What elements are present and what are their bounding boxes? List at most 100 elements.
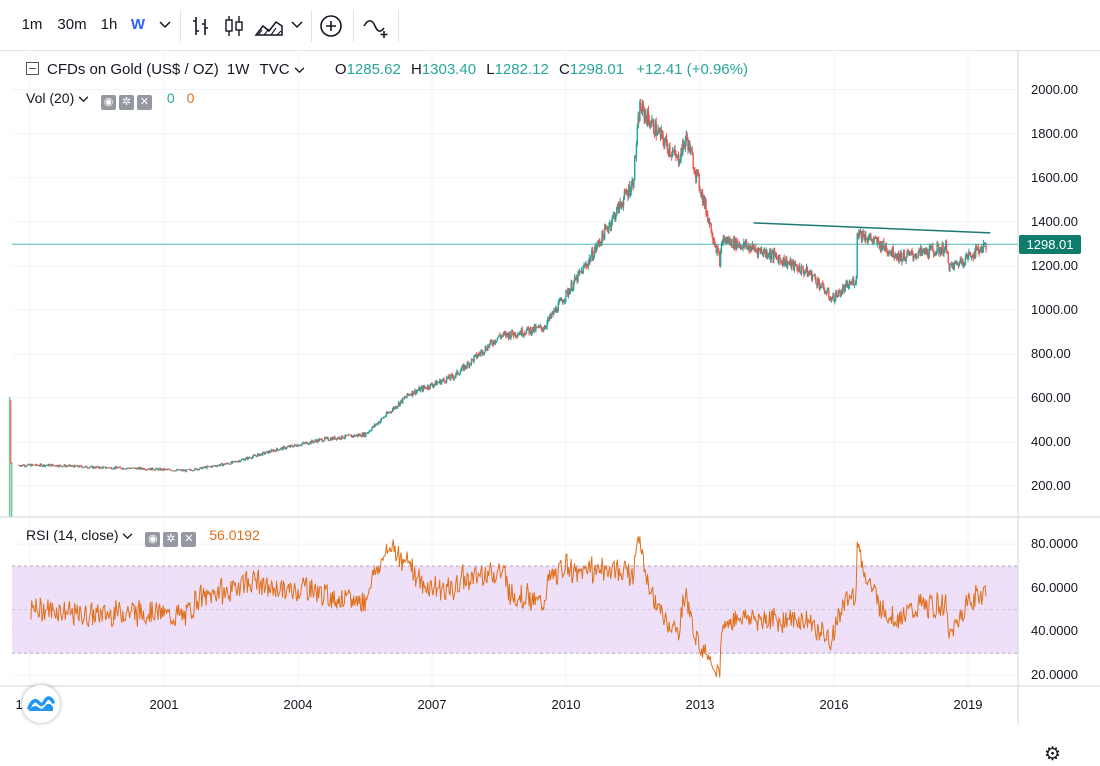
- candle: [713, 237, 715, 244]
- tradingview-logo[interactable]: [22, 685, 60, 723]
- candle: [482, 352, 485, 356]
- candle: [933, 252, 936, 256]
- settings-icon[interactable]: ✲: [119, 95, 135, 110]
- candle: [531, 326, 534, 335]
- candle: [93, 466, 96, 469]
- candle: [807, 271, 809, 278]
- candle: [378, 421, 381, 423]
- volume-title[interactable]: Vol (20): [26, 90, 75, 106]
- candle: [526, 326, 529, 331]
- symbol-name[interactable]: CFDs on Gold (US$ / OZ): [47, 61, 219, 78]
- candle: [922, 248, 925, 253]
- candle: [88, 467, 90, 469]
- candle: [186, 469, 188, 471]
- interval-1m-button[interactable]: 1m: [21, 16, 43, 33]
- candle: [912, 251, 914, 262]
- volume-legend[interactable]: Vol (20) ◉ ✲ ✕ 0 0: [26, 90, 194, 110]
- source-chevron-icon[interactable]: [294, 67, 305, 74]
- candle: [232, 460, 234, 464]
- candle: [605, 224, 608, 230]
- candle: [725, 236, 728, 245]
- top-toolbar: 1m 30m 1h W: [0, 0, 1100, 51]
- rsi-legend[interactable]: RSI (14, close) ◉ ✲ ✕ 56.0192: [26, 527, 260, 547]
- gear-icon[interactable]: ⚙: [1044, 744, 1062, 765]
- candle: [157, 468, 159, 471]
- eye-icon[interactable]: ◉: [101, 95, 117, 110]
- symbol-source[interactable]: TVC: [259, 61, 290, 78]
- candle: [440, 379, 443, 385]
- rsi-remove-icon[interactable]: ✕: [181, 532, 197, 547]
- rsi-eye-icon[interactable]: ◉: [145, 532, 161, 547]
- candle: [216, 464, 218, 467]
- chart-type-chevron-icon[interactable]: [287, 0, 307, 50]
- candle: [145, 468, 147, 471]
- candle: [99, 466, 102, 469]
- candle: [910, 249, 913, 256]
- candlestick-icon[interactable]: [221, 13, 247, 39]
- candle: [57, 465, 60, 468]
- candle: [342, 438, 345, 439]
- candle: [679, 154, 681, 163]
- candle: [427, 385, 430, 390]
- candle: [130, 467, 133, 469]
- candle: [554, 305, 557, 313]
- candle: [311, 439, 314, 443]
- candle: [962, 258, 964, 268]
- candle: [783, 254, 785, 266]
- candle: [539, 323, 541, 329]
- candle: [411, 390, 413, 398]
- candle: [508, 331, 511, 340]
- change-value: +12.41 (+0.96%): [636, 61, 748, 78]
- chart-area[interactable]: 2000.00 1800.00 1600.00 1400.00 1200.00 1000.…: [0, 50, 1100, 765]
- candle: [774, 247, 776, 257]
- price-chart[interactable]: [0, 50, 1100, 725]
- candle: [322, 440, 324, 442]
- chevron-down-icon[interactable]: [155, 0, 175, 50]
- interval-30m-button[interactable]: 30m: [57, 16, 87, 33]
- candle: [180, 469, 182, 471]
- candle: [275, 447, 278, 452]
- bar-chart-icon[interactable]: [188, 13, 214, 39]
- candle: [511, 329, 513, 337]
- candle: [741, 246, 743, 250]
- rsi-chevron-icon[interactable]: [122, 533, 133, 540]
- volume-chevron-icon[interactable]: [78, 96, 89, 103]
- candle: [139, 467, 141, 470]
- candle: [162, 468, 164, 471]
- candle: [269, 451, 272, 453]
- candle: [399, 401, 401, 407]
- add-indicator-icon[interactable]: [318, 13, 344, 39]
- candle: [938, 246, 941, 255]
- candle: [693, 166, 695, 175]
- interval-1h-button[interactable]: 1h: [100, 16, 118, 33]
- rsi-title[interactable]: RSI (14, close): [26, 527, 119, 543]
- candle: [820, 284, 822, 289]
- candle: [425, 387, 427, 389]
- candle: [204, 466, 206, 469]
- candle: [695, 168, 698, 184]
- symbol-legend[interactable]: CFDs on Gold (US$ / OZ) 1W TVC O1285.62 …: [26, 61, 748, 78]
- candle: [901, 252, 903, 266]
- candle: [312, 440, 315, 444]
- area-chart-icon[interactable]: [254, 13, 284, 39]
- candle: [49, 464, 51, 467]
- candle: [852, 276, 854, 285]
- candle: [816, 283, 818, 289]
- interval-w-button[interactable]: W: [130, 16, 146, 33]
- rsi-settings-icon[interactable]: ✲: [163, 532, 179, 547]
- candle: [671, 147, 674, 158]
- candle: [506, 332, 508, 338]
- candle: [558, 297, 560, 305]
- collapse-icon[interactable]: [26, 62, 39, 75]
- candle: [281, 446, 284, 451]
- candle: [301, 442, 303, 445]
- compare-icon[interactable]: [362, 13, 392, 39]
- candle: [453, 377, 456, 381]
- candle: [515, 335, 517, 338]
- candle: [75, 465, 78, 467]
- remove-icon[interactable]: ✕: [137, 95, 153, 110]
- candle: [535, 324, 537, 333]
- candle: [30, 463, 32, 467]
- candle: [37, 464, 39, 466]
- candle: [864, 230, 866, 243]
